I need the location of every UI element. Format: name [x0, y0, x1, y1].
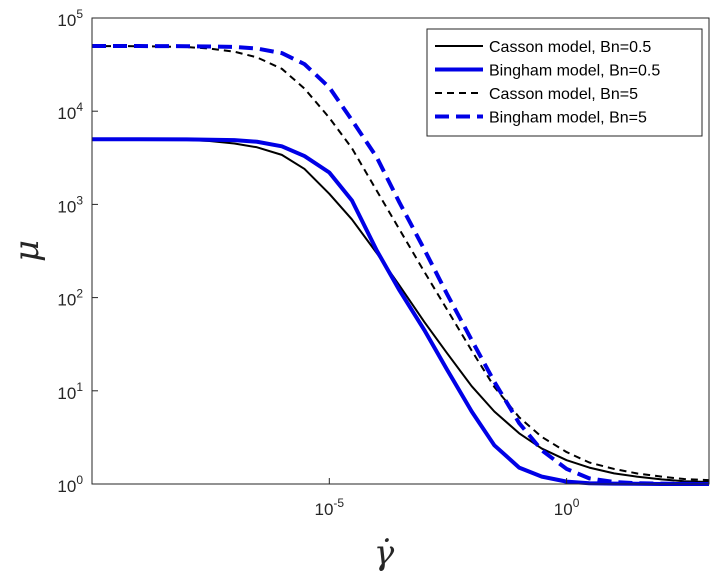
series-line-1 [91, 138, 710, 484]
x-tick-label-1: 10-5 [315, 496, 345, 519]
x-tick-label-2: 100 [554, 496, 580, 519]
y-axis-label: μ [7, 240, 47, 262]
legend: Casson model, Bn=0.5 Bingham model, Bn=0.… [426, 28, 703, 137]
legend-label-3: Casson model, Bn=5 [489, 86, 638, 103]
y-tick-label-2: 101 [57, 380, 83, 403]
series-line-2 [92, 137, 709, 486]
tick-layer: 10-5 100 100 101 102 103 104 105 [57, 7, 579, 519]
legend-label-1: Casson model, Bn=0.5 [489, 39, 651, 56]
series-line-3 [91, 45, 710, 482]
y-tick-label-5: 104 [57, 100, 83, 123]
series-line-4 [92, 44, 710, 486]
legend-label-2: Bingham model, Bn=0.5 [489, 63, 660, 80]
y-tick-label-4: 103 [57, 193, 83, 216]
x-axis-label: γ̇ [374, 533, 395, 573]
legend-label-4: Bingham model, Bn=5 [489, 110, 647, 127]
y-tick-label-6: 105 [57, 7, 83, 30]
series-layer [91, 44, 710, 486]
plot-frame [91, 17, 710, 485]
y-tick-label-3: 102 [57, 287, 83, 310]
y-tick-label-1: 100 [57, 473, 83, 496]
